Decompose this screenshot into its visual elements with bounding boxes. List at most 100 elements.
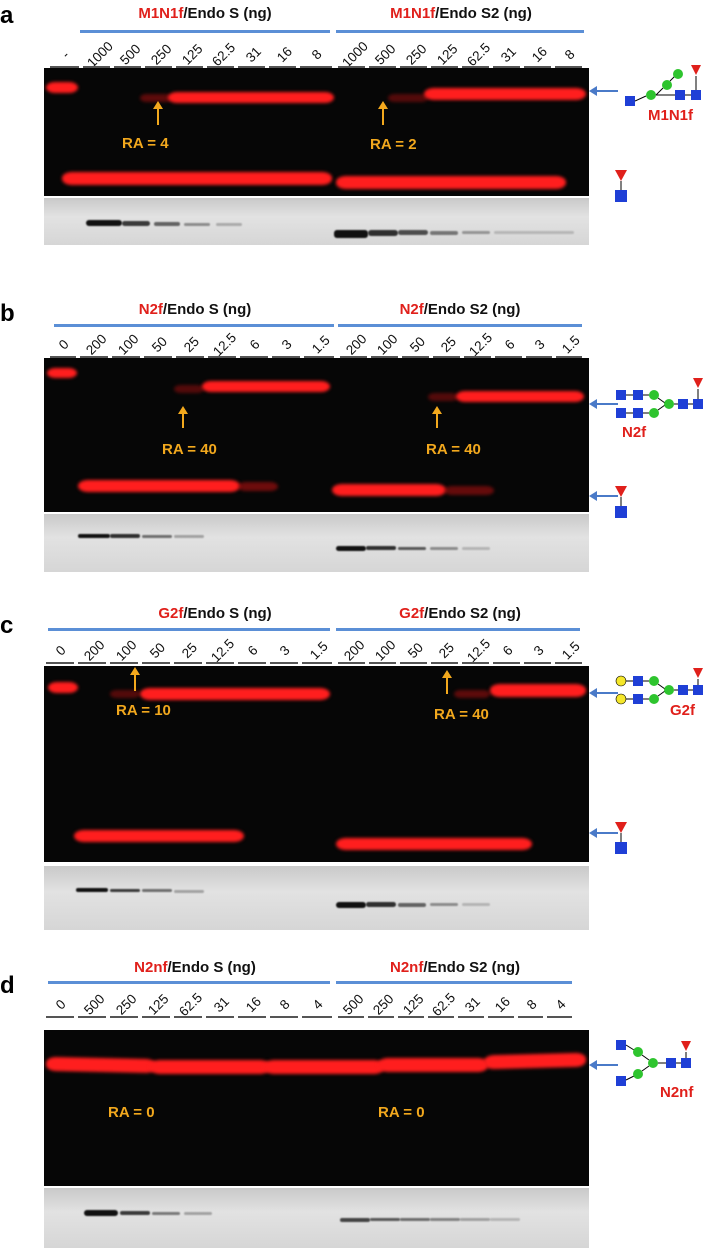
- enzyme-label: /Endo S (ng): [167, 959, 256, 976]
- lane: 500: [76, 988, 108, 1018]
- lane: 4: [300, 988, 334, 1018]
- lane: 12.5: [462, 635, 493, 666]
- lane: 500: [112, 38, 143, 68]
- panel-label: b: [0, 300, 15, 327]
- enzyme-band: [78, 534, 110, 538]
- lane: 1000: [338, 38, 371, 71]
- lane: 6: [493, 328, 524, 358]
- lane: 12.5: [204, 634, 237, 665]
- header-line-endo-s2: [336, 30, 584, 33]
- lane: 125: [429, 38, 460, 68]
- enzyme-band: [110, 534, 140, 538]
- substrate-band: [483, 1052, 587, 1070]
- condition-endo-s: N2nf/Endo S (ng): [60, 959, 330, 976]
- enzyme-band: [142, 535, 172, 538]
- product-arrow: [589, 491, 618, 501]
- lane: 12.5: [464, 329, 495, 360]
- enzyme-band: [174, 890, 204, 893]
- lane: 6: [238, 328, 270, 358]
- lane: 1.5: [302, 328, 336, 358]
- enzyme-band: [462, 547, 490, 550]
- enzyme-band: [334, 230, 368, 238]
- lane: 50: [142, 328, 174, 358]
- product-band: [332, 484, 446, 496]
- lane: 250: [368, 991, 397, 1018]
- header-line-endo-s: [80, 30, 330, 33]
- condition-endo-s2: N2f/Endo S2 (ng): [340, 301, 580, 318]
- product-band: [336, 176, 566, 189]
- enzyme-band: [336, 902, 366, 908]
- lane: 250: [108, 988, 140, 1018]
- lane: 31: [204, 988, 236, 1018]
- ra-label: RA = 0: [108, 1104, 155, 1121]
- glycan-name: N2f: [138, 301, 163, 318]
- enzyme-band: [398, 230, 428, 235]
- ra-label: RA = 2: [370, 136, 417, 153]
- lane: 100: [108, 634, 140, 664]
- lane-control: -: [48, 38, 81, 68]
- substrate-band: [456, 391, 584, 402]
- m1n1f-glycan-icon: [625, 65, 701, 106]
- enzyme-band: [494, 231, 574, 234]
- lane: 3: [524, 328, 554, 358]
- enzyme-band: [154, 222, 180, 226]
- enzyme-band: [120, 1211, 150, 1215]
- substrate-band: [388, 94, 428, 102]
- lane: 12.5: [206, 328, 239, 359]
- enzyme-band: [152, 1212, 180, 1215]
- enzyme-band: [84, 1210, 118, 1216]
- ra-arrow: [442, 670, 452, 694]
- lane: 200: [78, 328, 110, 358]
- fluorescent-gel: [44, 358, 589, 512]
- enzyme-band: [76, 888, 108, 892]
- ra-label: RA = 0: [378, 1104, 425, 1121]
- lane: 25: [431, 328, 462, 358]
- lane-control: 0: [44, 988, 76, 1018]
- product-arrow: [589, 828, 618, 838]
- lane: 25: [429, 634, 460, 664]
- substrate-band: [424, 88, 586, 100]
- lane: 31: [491, 38, 522, 68]
- g2f-glycan-icon: [615, 668, 703, 705]
- lane-control: 0: [48, 328, 78, 358]
- lane: 1000: [83, 38, 116, 71]
- enzyme-band: [184, 223, 210, 226]
- product-band: [444, 486, 494, 495]
- lane: 500: [367, 38, 398, 68]
- lane: 16: [267, 38, 298, 68]
- lane-labels: 0 200 100 50 25 12.5 6 3 1.5 200 100 50 …: [44, 634, 584, 666]
- product-band: [238, 482, 278, 491]
- substrate-arrow: [589, 399, 618, 409]
- lane: 16: [486, 988, 516, 1018]
- fucosylated-glcnac-icon: [615, 822, 627, 854]
- ra-arrow: [432, 406, 442, 428]
- lane: 50: [400, 328, 431, 358]
- panel-c: c G2f/Endo S (ng) G2f/Endo S2 (ng) 0 200…: [0, 600, 713, 932]
- enzyme-label: /Endo S2 (ng): [423, 301, 521, 318]
- substrate-arrow: [589, 688, 618, 698]
- panel-b: b N2f/Endo S (ng) N2f/Endo S2 (ng) 0 200…: [0, 296, 713, 576]
- protein-stain-gel: [44, 198, 589, 245]
- header-line-endo-s2: [338, 324, 582, 327]
- panel-a: a M1N1f/Endo S (ng) M1N1f/Endo S2 (ng) -…: [0, 0, 713, 245]
- lane: 1.5: [300, 634, 334, 664]
- lane: 6: [236, 634, 268, 664]
- condition-endo-s2: G2f/Endo S2 (ng): [350, 605, 570, 622]
- lane: 31: [236, 38, 267, 68]
- lane: 1.5: [553, 634, 584, 664]
- substrate-band: [490, 684, 586, 697]
- product-band: [336, 838, 532, 850]
- lane: 250: [398, 38, 429, 68]
- panel-label: a: [0, 2, 14, 29]
- condition-endo-s: G2f/Endo S (ng): [90, 605, 340, 622]
- enzyme-band: [366, 546, 396, 550]
- lane: 100: [369, 328, 400, 358]
- enzyme-band: [490, 1218, 520, 1221]
- substrate-arrow: [589, 86, 618, 96]
- enzyme-label: /Endo S (ng): [183, 5, 272, 22]
- enzyme-band: [430, 903, 458, 906]
- glycan-name: M1N1f: [138, 5, 184, 22]
- enzyme-band: [336, 546, 366, 551]
- lane-control: 0: [44, 634, 76, 664]
- glycan-name: N2f: [399, 301, 424, 318]
